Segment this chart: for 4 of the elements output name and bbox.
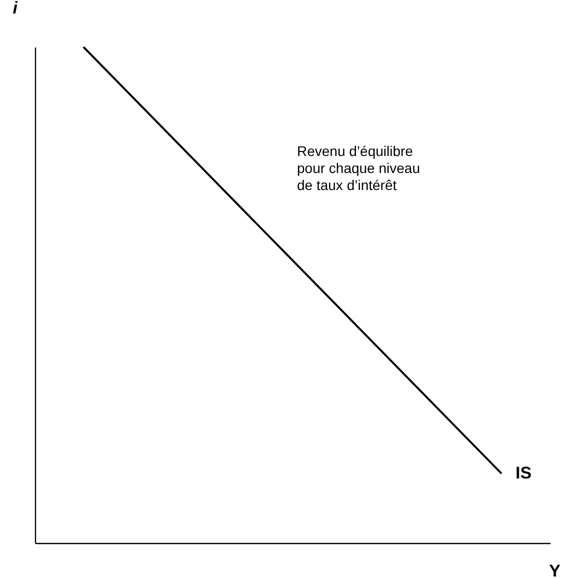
series-label: IS [516,464,532,483]
x-axis-title: Y [549,562,562,578]
y-axis-title: i [12,0,19,18]
annotation: Revenu d’équilibre pour chaque niveau de taux d’intérêt [297,143,420,193]
